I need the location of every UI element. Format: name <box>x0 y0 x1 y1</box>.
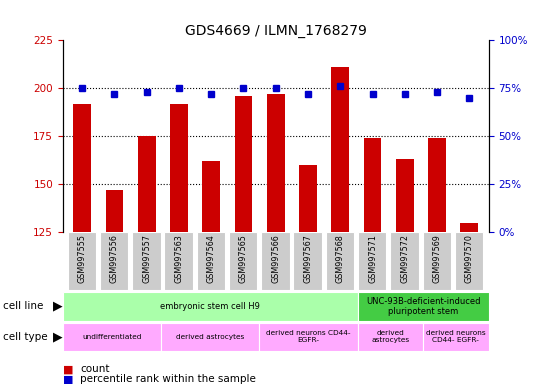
Bar <box>259 323 358 351</box>
Bar <box>460 223 478 232</box>
Text: undifferentiated: undifferentiated <box>82 334 141 340</box>
Text: GSM997564: GSM997564 <box>207 234 216 283</box>
Text: GSM997572: GSM997572 <box>400 234 410 283</box>
Bar <box>423 323 489 351</box>
Text: derived neurons
CD44- EGFR-: derived neurons CD44- EGFR- <box>426 331 486 343</box>
Bar <box>68 232 96 290</box>
Bar <box>299 165 317 232</box>
Bar <box>390 232 419 290</box>
Bar <box>203 161 220 232</box>
Bar <box>331 67 349 232</box>
Text: GSM997571: GSM997571 <box>368 234 377 283</box>
Bar <box>63 292 358 321</box>
Text: GSM997567: GSM997567 <box>304 234 312 283</box>
Bar <box>261 232 289 290</box>
Text: cell type: cell type <box>3 332 48 342</box>
Text: GSM997555: GSM997555 <box>78 234 87 283</box>
Text: cell line: cell line <box>3 301 43 311</box>
Bar <box>428 138 446 232</box>
Text: derived neurons CD44-
EGFR-: derived neurons CD44- EGFR- <box>266 331 351 343</box>
Text: ■: ■ <box>63 374 73 384</box>
Text: GSM997566: GSM997566 <box>271 234 280 283</box>
Bar <box>138 136 156 232</box>
Text: ▶: ▶ <box>52 300 62 313</box>
Bar <box>267 94 284 232</box>
Bar <box>358 292 489 321</box>
Bar <box>235 96 252 232</box>
Bar <box>396 159 414 232</box>
Text: percentile rank within the sample: percentile rank within the sample <box>80 374 256 384</box>
Text: GSM997556: GSM997556 <box>110 234 119 283</box>
Text: ■: ■ <box>63 364 73 374</box>
Bar <box>294 232 322 290</box>
Text: GSM997569: GSM997569 <box>432 234 442 283</box>
Text: GSM997570: GSM997570 <box>465 234 474 283</box>
Title: GDS4669 / ILMN_1768279: GDS4669 / ILMN_1768279 <box>185 24 367 38</box>
Bar <box>423 232 451 290</box>
Bar <box>197 232 225 290</box>
Bar <box>105 190 123 232</box>
Text: embryonic stem cell H9: embryonic stem cell H9 <box>161 302 260 311</box>
Bar <box>358 232 387 290</box>
Bar <box>326 232 354 290</box>
Text: GSM997557: GSM997557 <box>142 234 151 283</box>
Bar <box>164 232 193 290</box>
Text: derived
astrocytes: derived astrocytes <box>371 331 410 343</box>
Bar <box>358 323 423 351</box>
Bar <box>364 138 382 232</box>
Text: GSM997568: GSM997568 <box>336 234 345 283</box>
Bar <box>100 232 128 290</box>
Text: count: count <box>80 364 110 374</box>
Bar <box>73 104 91 232</box>
Text: derived astrocytes: derived astrocytes <box>176 334 244 340</box>
Text: GSM997565: GSM997565 <box>239 234 248 283</box>
Bar <box>229 232 257 290</box>
Text: UNC-93B-deficient-induced
pluripotent stem: UNC-93B-deficient-induced pluripotent st… <box>366 296 480 316</box>
Text: GSM997563: GSM997563 <box>174 234 183 283</box>
Bar <box>63 323 161 351</box>
Bar <box>132 232 161 290</box>
Text: ▶: ▶ <box>52 331 62 343</box>
Bar <box>455 232 483 290</box>
Bar <box>161 323 259 351</box>
Bar <box>170 104 188 232</box>
